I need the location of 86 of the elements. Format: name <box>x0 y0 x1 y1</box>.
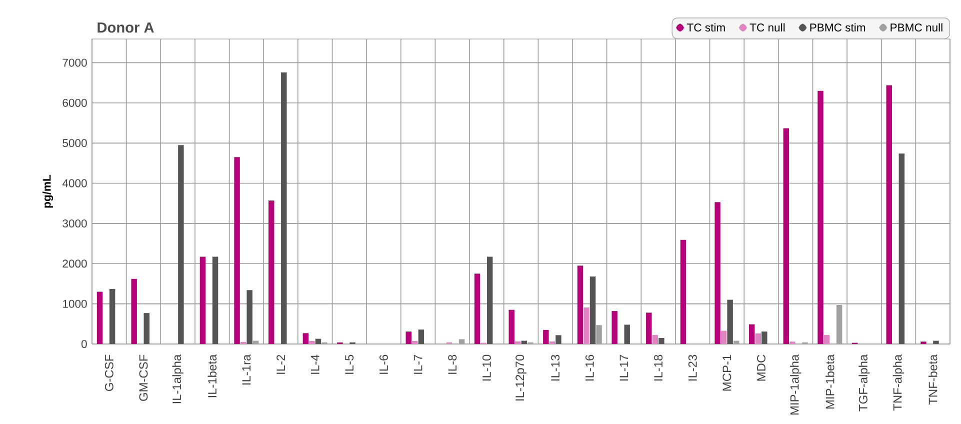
bar <box>268 200 274 344</box>
bar <box>200 256 206 344</box>
bar <box>933 340 939 344</box>
x-tick-label: IL-4 <box>310 354 320 374</box>
bar <box>549 341 556 344</box>
x-tick-label: MCP-1 <box>722 354 732 391</box>
y-tick-label: 4000 <box>62 179 87 188</box>
bar <box>646 312 652 344</box>
bar <box>748 324 755 344</box>
bar <box>714 202 720 344</box>
x-tick-label: IL-1alpha <box>172 354 184 404</box>
bar <box>109 288 116 344</box>
x-tick-label: IL-10 <box>482 354 491 381</box>
bar <box>824 334 830 344</box>
bar <box>720 330 727 344</box>
x-tick-label: IL-12p70 <box>516 354 526 400</box>
chart-title: Donor A <box>98 22 154 33</box>
bar <box>590 276 596 344</box>
x-tick-label: IL-2 <box>276 354 285 374</box>
x-tick-label: MIP-1alpha <box>790 354 802 415</box>
x-tick-label: GM-CSF <box>139 354 148 401</box>
bar <box>246 290 252 344</box>
legend-label: TC null <box>750 23 785 32</box>
bar <box>543 330 549 344</box>
bar <box>577 266 584 344</box>
bar <box>783 128 790 344</box>
x-tick-label: IL-1ra <box>242 354 251 384</box>
bar <box>652 334 658 344</box>
bar <box>755 333 761 344</box>
x-tick-label: TGF-alpha <box>858 354 870 412</box>
bar <box>556 335 562 344</box>
x-tick-label: IL-8 <box>448 354 457 374</box>
y-tick-label: 7000 <box>62 58 87 67</box>
bar <box>234 157 240 344</box>
bar <box>762 332 768 344</box>
bar <box>584 307 590 344</box>
bar <box>680 240 686 344</box>
x-tick-label: IL-16 <box>585 354 594 381</box>
bar <box>406 332 412 344</box>
bar <box>458 339 465 344</box>
x-tick-label: IL-18 <box>654 354 663 381</box>
bar <box>624 324 630 344</box>
bar <box>412 340 418 344</box>
bar <box>315 338 322 344</box>
y-tick-label: 2000 <box>62 260 87 268</box>
bar <box>612 311 618 344</box>
bar <box>309 340 315 344</box>
bar <box>212 256 218 344</box>
bar <box>898 154 905 344</box>
x-tick-label: IL-23 <box>688 354 697 381</box>
x-tick-label: G-CSF <box>104 354 114 391</box>
x-tick-label: TNF-beta <box>928 354 938 405</box>
bar <box>486 256 493 344</box>
bar <box>418 330 424 344</box>
x-tick-label: MDC <box>757 354 766 381</box>
y-tick-label: 1000 <box>63 300 87 308</box>
bar <box>658 338 664 344</box>
y-tick-label: 6000 <box>62 98 87 107</box>
x-tick-label: IL-17 <box>620 354 628 381</box>
bar <box>727 300 733 344</box>
x-tick-label: IL-6 <box>379 354 388 374</box>
bar <box>515 341 521 344</box>
bar <box>96 292 103 344</box>
y-tick-label: 3000 <box>62 219 87 228</box>
bar <box>886 85 892 344</box>
bar <box>144 313 150 344</box>
y-tick-label: 5000 <box>62 139 87 148</box>
y-tick-label: 0 <box>81 340 87 348</box>
bar <box>818 90 824 344</box>
x-tick-label: IL-7 <box>414 354 422 374</box>
x-tick-label: TNF-alpha <box>892 354 904 411</box>
x-tick-label: IL-13 <box>551 354 560 381</box>
bar <box>302 333 309 344</box>
x-tick-label: IL-1beta <box>208 354 217 398</box>
y-axis-title: pg/mL <box>42 174 54 208</box>
bar <box>474 274 480 344</box>
bar <box>281 72 287 344</box>
legend-label: PBMC null <box>890 23 942 32</box>
bar <box>178 145 184 344</box>
legend-label: TC stim <box>686 23 725 32</box>
x-tick-label: IL-5 <box>345 354 354 374</box>
x-tick-label: MIP-1beta <box>825 354 834 409</box>
bar <box>596 325 602 344</box>
bar <box>131 278 137 344</box>
legend-label: PBMC stim <box>810 23 866 32</box>
bar <box>508 310 514 344</box>
